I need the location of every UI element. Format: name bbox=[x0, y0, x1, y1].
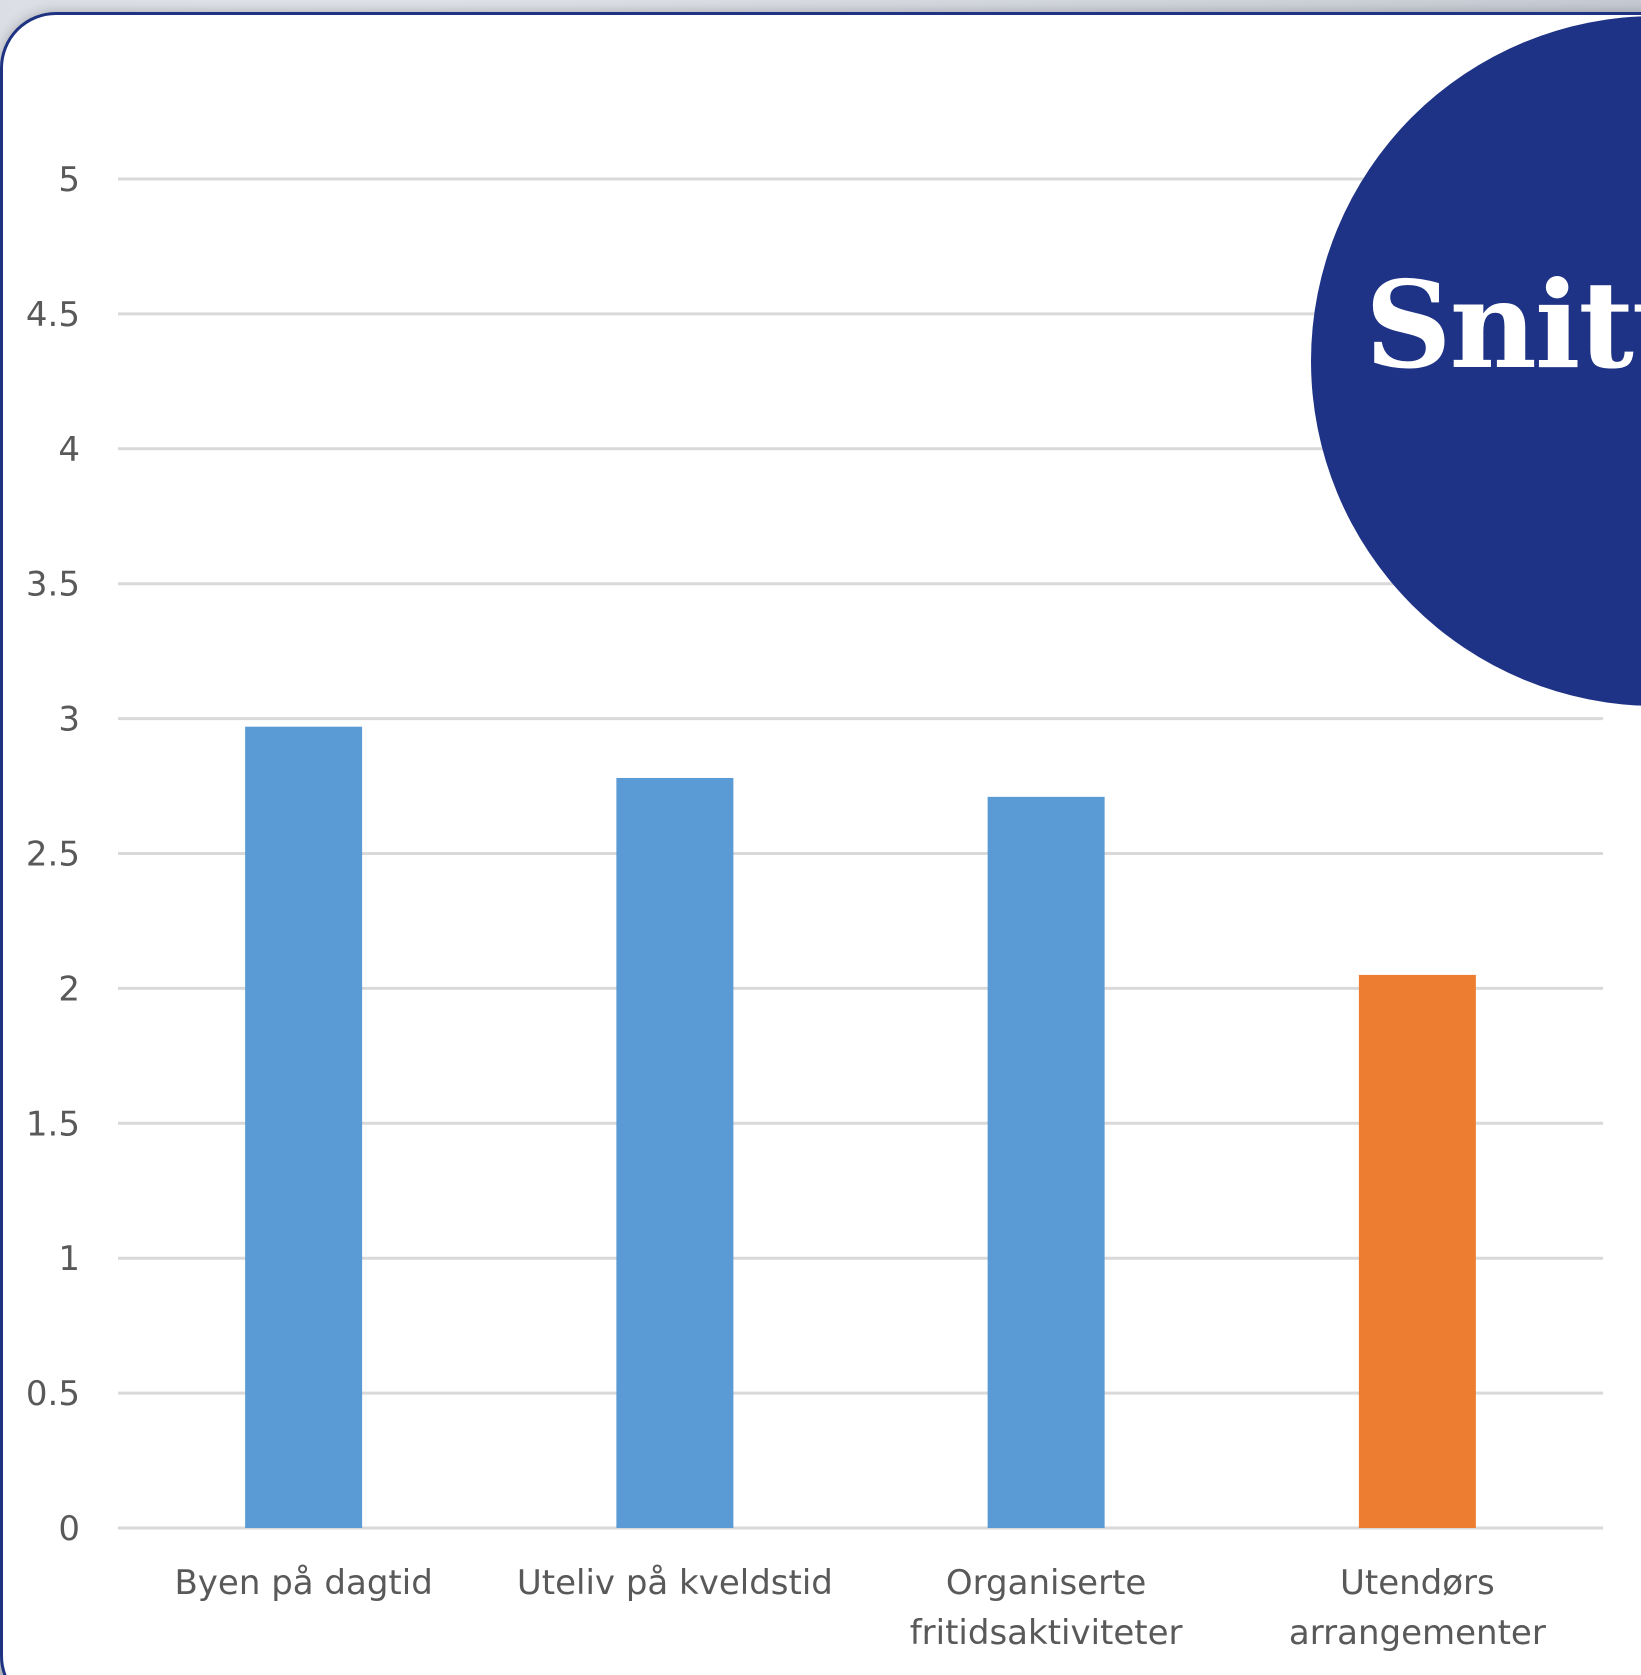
y-tick-label: 1 bbox=[58, 1239, 80, 1279]
y-tick-label: 5 bbox=[58, 160, 80, 200]
bar bbox=[616, 777, 734, 1528]
x-category-label: Organiserte bbox=[946, 1563, 1146, 1603]
bars bbox=[245, 726, 1476, 1528]
y-tick-label: 3 bbox=[58, 700, 80, 740]
x-category-label: arrangementer bbox=[1289, 1613, 1546, 1653]
y-tick-label: 0 bbox=[58, 1509, 80, 1549]
y-tick-label: 4.5 bbox=[26, 295, 80, 335]
x-category-label: Byen på dagtid bbox=[174, 1563, 432, 1603]
y-tick-label: 2.5 bbox=[26, 835, 80, 875]
bar bbox=[987, 796, 1105, 1528]
y-axis-ticks: 0 0.5 1 1.5 2 2.5 3 3.5 4 4.5 5 bbox=[26, 160, 80, 1549]
x-axis-categories: Byen på dagtid Uteliv på kveldstid Organis… bbox=[174, 1563, 1545, 1653]
y-tick-label: 2 bbox=[58, 969, 80, 1009]
y-tick-label: 0.5 bbox=[26, 1374, 80, 1414]
snitt-badge-label: Snitt bbox=[1365, 255, 1641, 396]
x-category-label: Uteliv på kveldstid bbox=[517, 1563, 833, 1603]
x-category-label: fritidsaktiviteter bbox=[910, 1613, 1183, 1653]
y-tick-label: 1.5 bbox=[26, 1104, 80, 1144]
y-tick-label: 3.5 bbox=[26, 565, 80, 605]
x-category-label: Utendørs bbox=[1340, 1563, 1495, 1603]
bar bbox=[245, 726, 363, 1528]
bar bbox=[1358, 974, 1476, 1528]
y-tick-label: 4 bbox=[58, 430, 80, 470]
